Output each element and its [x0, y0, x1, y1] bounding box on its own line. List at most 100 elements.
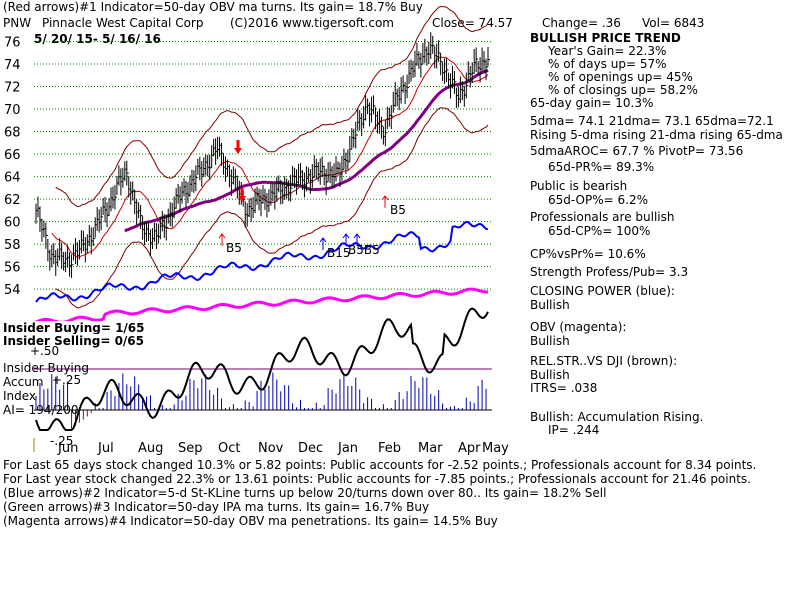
arrow-head — [218, 233, 226, 239]
y-tick-label: 64 — [4, 171, 21, 186]
arrow-head — [342, 233, 350, 239]
symbol: PNW — [3, 16, 32, 30]
accum-label: Accum — [3, 375, 44, 389]
pr-percent: 65d-PR%= 89.3% — [548, 160, 655, 174]
x-tick-label: Oct — [218, 441, 240, 456]
marker-label-b5: B5 — [226, 241, 242, 255]
x-tick-label: May — [482, 441, 509, 456]
relstr-status: Bullish — [530, 368, 570, 382]
arrow-head — [381, 195, 389, 201]
signal-arrow-up — [342, 233, 350, 246]
accum-index-value: AI= 194/200 — [3, 403, 79, 417]
signal-arrow-up — [319, 237, 327, 250]
signal-arrow-up — [218, 233, 226, 246]
date-range: 5/ 20/ 15- 5/ 16/ 16 — [34, 32, 161, 46]
y-tick-label: 58 — [4, 238, 21, 253]
x-axis-labels: Jun Jul Aug Sep Oct Nov Dec Jan Feb Mar Apr May — [33, 438, 509, 456]
price-bars — [35, 32, 490, 278]
y-tick-label: 54 — [4, 283, 21, 298]
trend-title: BULLISH PRICE TREND — [530, 31, 681, 45]
indicator-1-line: (Red arrows)#1 Indicator=50-day OBV ma t… — [3, 0, 423, 14]
accum-plus25: +.25 — [52, 373, 82, 387]
footer-65day: For Last 65 days stock changed 10.3% or … — [3, 458, 757, 472]
footer-indicator-3: (Green arrows)#3 Indicator=50-day IPA ma… — [3, 500, 430, 514]
index-label: Index — [3, 389, 37, 403]
accumulation-status: Bullish: Accumulation Rising. — [530, 410, 704, 424]
close-price: Close= 74.57 — [432, 16, 513, 30]
relstr-label: REL.STR..VS DJI (brown): — [530, 354, 678, 368]
y-tick-label: 66 — [4, 148, 21, 163]
arrow-head — [319, 237, 327, 243]
itrs-value: ITRS= .038 — [530, 381, 598, 395]
x-tick-label: Nov — [258, 441, 284, 456]
x-tick-label: Apr — [458, 441, 481, 456]
y-tick-label: 76 — [4, 36, 21, 51]
y-axis-labels: 76 74 72 70 68 66 64 62 60 58 56 54 — [4, 36, 21, 299]
closing-power-status: Bullish — [530, 298, 570, 312]
ma21-line — [51, 56, 489, 258]
closing-power-label: CLOSING POWER (blue): — [530, 284, 675, 298]
ip-value: IP= .244 — [548, 423, 600, 437]
y-tick-label: 70 — [4, 103, 21, 118]
copyright: (C)2016 www.tigersoft.com — [230, 16, 394, 30]
professionals-sentiment: Professionals are bullish — [530, 210, 675, 224]
stats-panel: BULLISH PRICE TREND Year's Gain= 22.3% %… — [530, 0, 800, 480]
arrow-head — [234, 148, 242, 154]
footer-indicator-2: (Blue arrows)#2 Indicator=5-d St-KLine t… — [3, 486, 607, 500]
footer-indicator-4: (Magenta arrows)#4 Indicator=50-day OBV … — [3, 514, 498, 528]
x-tick-label: Jun — [57, 441, 78, 456]
op-percent: 65d-OP%= 6.2% — [548, 193, 648, 207]
y-tick-label: 56 — [4, 261, 21, 276]
signal-arrow-up — [381, 195, 389, 208]
openings-up: % of openings up= 45% — [548, 70, 693, 84]
obv-status: Bullish — [530, 334, 570, 348]
insider-buying-count: Insider Buying= 1/65 — [3, 321, 145, 335]
y-tick-label: 62 — [4, 193, 21, 208]
footer-year: For Last year stock changed 22.3% or 13.… — [3, 472, 751, 486]
moving-averages: 5dma= 74.1 21dma= 73.1 65dma=72.1 — [530, 114, 774, 128]
company-name: Pinnacle West Capital Corp — [42, 16, 204, 30]
indicator-lines — [34, 5, 492, 431]
insider-selling-count: Insider Selling= 0/65 — [3, 334, 145, 348]
x-tick-label: Mar — [418, 441, 443, 456]
x-tick-label: Feb — [378, 441, 401, 456]
x-tick-label: Jan — [337, 441, 358, 456]
x-tick-label: Sep — [178, 441, 203, 456]
years-gain: Year's Gain= 22.3% — [548, 44, 667, 58]
y-tick-label: 60 — [4, 216, 21, 231]
aroc-pivot: 5dmaAROC= 67.7 % PivotP= 73.56 — [530, 144, 744, 158]
days-up: % of days up= 57% — [548, 57, 667, 71]
obv-line — [35, 287, 488, 324]
upper-band — [55, 5, 489, 208]
strength-ratio: Strength Profess/Pub= 3.3 — [530, 265, 689, 279]
price-change: Change= .36 — [542, 16, 621, 30]
volume: Vol= 6843 — [642, 16, 705, 30]
obv-label: OBV (magenta): — [530, 320, 627, 334]
accum-plus50: +.50 — [30, 344, 60, 358]
cp-percent: 65d-CP%= 100% — [548, 224, 651, 238]
closing-power-line — [35, 220, 489, 303]
cp-vs-pr: CP%vsPr%= 10.6% — [530, 247, 646, 261]
accum-minus25: -.25 — [50, 434, 74, 448]
arrow-head — [353, 233, 361, 239]
marker-label-b15: B15 — [327, 246, 351, 260]
x-tick-label: Jul — [97, 441, 114, 456]
lower-band — [55, 107, 489, 309]
rising-averages: Rising 5-dma rising 21-dma rising 65-dma — [530, 128, 783, 142]
gain-65d: 65-day gain= 10.3% — [530, 96, 654, 110]
signal-arrow-up — [353, 233, 361, 246]
marker-label-b5: B5 — [390, 203, 406, 217]
y-tick-label: 68 — [4, 126, 21, 141]
y-tick-label: 74 — [4, 58, 21, 73]
signal-arrow-down — [234, 140, 242, 154]
relative-strength-line — [35, 307, 489, 431]
ma65-line — [124, 69, 489, 233]
arrow-head — [238, 196, 246, 202]
insider-buying-label: Insider Buying — [3, 361, 89, 375]
marker-label-b5b5: B5B5 — [348, 243, 380, 257]
public-sentiment: Public is bearish — [530, 179, 628, 193]
signal-arrow-down — [238, 188, 246, 202]
y-tick-label: 72 — [4, 81, 21, 96]
